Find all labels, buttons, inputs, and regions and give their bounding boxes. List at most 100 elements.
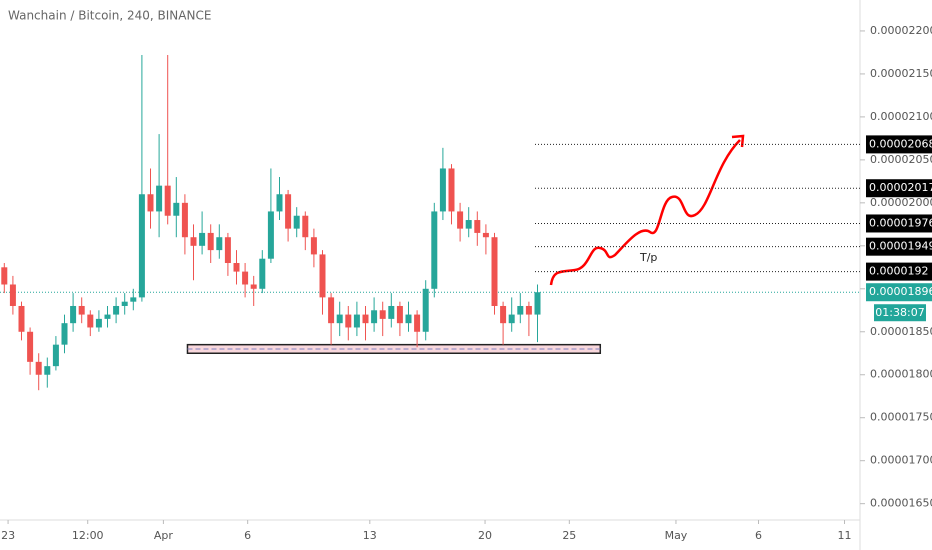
candle-body	[431, 211, 438, 289]
countdown-box	[874, 304, 926, 322]
candle-body	[310, 237, 317, 255]
candle-body	[371, 310, 378, 324]
level-label: 0.00001949	[869, 240, 932, 253]
level-box	[866, 179, 932, 198]
candle-body	[1, 267, 8, 285]
x-tick-label: 20	[478, 529, 492, 542]
candle-body	[173, 202, 180, 216]
candle-body	[44, 366, 51, 375]
x-tick-label: 23	[1, 529, 15, 542]
candle-body	[379, 310, 386, 319]
candle-body	[405, 314, 412, 324]
candle-body	[414, 314, 421, 332]
y-tick-label: 0.00001750	[870, 411, 932, 424]
candle-body	[113, 305, 120, 315]
candle-body	[465, 220, 472, 229]
candle-body	[448, 168, 455, 212]
candle-body	[345, 314, 352, 328]
candle-body	[121, 301, 128, 306]
candle-body	[285, 194, 292, 229]
candle-body	[534, 292, 541, 315]
level-box	[866, 214, 932, 233]
x-tick-label: 6	[755, 529, 762, 542]
candle-body	[517, 305, 524, 315]
support-zone	[186, 343, 602, 355]
candle-body	[474, 220, 481, 233]
candle-body	[18, 305, 25, 332]
x-tick-label: 6	[244, 529, 251, 542]
y-tick-label: 0.00001650	[870, 497, 932, 510]
candle-body	[138, 194, 145, 298]
x-tick-label: May	[665, 529, 688, 542]
candle-body	[302, 215, 309, 238]
candle-body	[439, 168, 446, 212]
price-label: 0.00001896	[869, 285, 932, 298]
candle-body	[181, 202, 188, 238]
candle-body	[70, 305, 77, 324]
price-box	[866, 283, 932, 302]
y-tick-label: 0.00002100	[870, 110, 932, 123]
chart-title: Wanchain / Bitcoin, 240, BINANCE	[8, 9, 211, 23]
candle-body	[250, 284, 257, 289]
candle-body	[207, 232, 214, 251]
candle-body	[61, 323, 68, 345]
candle-body	[130, 297, 137, 302]
x-tick-label: 12:00	[72, 529, 104, 542]
candle-body	[52, 344, 59, 367]
x-tick-label: Apr	[154, 529, 174, 542]
candle-body	[216, 237, 223, 251]
candle-body	[525, 305, 532, 315]
candle-body	[78, 305, 85, 315]
level-label: 0.00002068	[869, 137, 932, 150]
candle-body	[147, 194, 154, 212]
candle-body	[164, 185, 171, 216]
level-label: 0.00001976	[869, 216, 932, 229]
y-tick-label: 0.00002150	[870, 67, 932, 80]
annotation: T/p	[639, 251, 657, 264]
y-tick-label: 0.00001700	[870, 454, 932, 467]
candle-body	[267, 211, 274, 259]
candle-body	[482, 232, 489, 238]
x-tick-label: 11	[838, 529, 852, 542]
candle-body	[457, 211, 464, 229]
candle-body	[500, 305, 507, 324]
arrow-head	[731, 134, 745, 148]
level-label: 0.00002017	[869, 181, 932, 194]
candle-body	[9, 284, 16, 306]
candle-body	[104, 314, 111, 319]
y-tick-label: 0.00002200	[870, 24, 932, 37]
candle-body	[199, 232, 206, 246]
candle-body	[276, 194, 283, 212]
y-tick-label: 0.00002000	[870, 196, 932, 209]
candle-body	[396, 305, 403, 324]
x-tick-label: 13	[363, 529, 377, 542]
candle-body	[491, 237, 498, 306]
level-box	[866, 135, 932, 154]
candle-body	[508, 314, 515, 324]
candle-body	[353, 314, 360, 328]
countdown: 01:38:07	[875, 306, 924, 319]
candle-body	[319, 254, 326, 298]
y-tick-label: 0.00001850	[870, 325, 932, 338]
x-tick-label: 25	[562, 529, 576, 542]
candle-body	[224, 237, 231, 264]
candle-body	[259, 258, 266, 289]
candle-body	[233, 263, 240, 272]
candle-body	[35, 361, 42, 375]
candle-body	[87, 314, 94, 328]
candle-body	[190, 237, 197, 246]
candle-body	[422, 288, 429, 332]
level-box	[866, 262, 932, 281]
forecast-arrow	[549, 139, 741, 286]
candle-body	[242, 271, 249, 285]
candle-body	[27, 331, 34, 362]
candle-body	[293, 215, 300, 229]
y-tick-label: 0.00002050	[870, 153, 932, 166]
candle-body	[95, 318, 102, 328]
y-tick-label: 0.00001800	[870, 368, 932, 381]
candle-body	[362, 314, 369, 324]
candle-body	[336, 314, 343, 324]
candle-body	[156, 185, 163, 212]
